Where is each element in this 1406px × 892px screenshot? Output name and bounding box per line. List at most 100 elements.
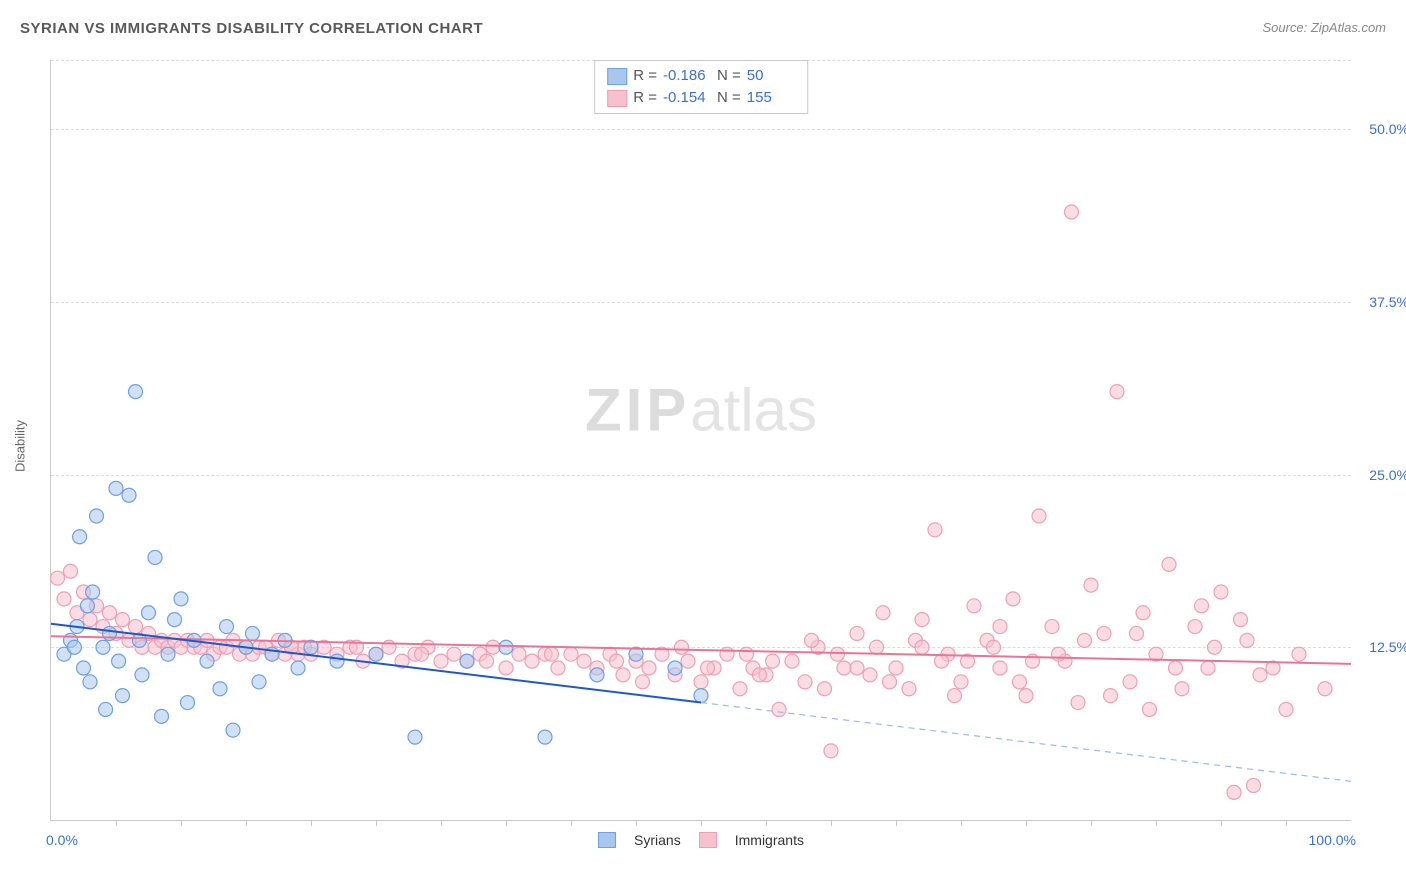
- y-axis-label: Disability: [13, 420, 28, 472]
- plot-area: ZIPatlas 12.5%25.0%37.5%50.0% 0.0% 100.0…: [50, 60, 1351, 821]
- scatter-point: [116, 613, 130, 627]
- scatter-point: [610, 654, 624, 668]
- scatter-point: [369, 647, 383, 661]
- x-tick: [766, 820, 767, 826]
- scatter-point: [109, 481, 123, 495]
- scatter-point: [447, 647, 461, 661]
- scatter-point: [486, 640, 500, 654]
- series-legend: Syrians Immigrants: [598, 832, 804, 848]
- scatter-point: [96, 640, 110, 654]
- scatter-point: [122, 488, 136, 502]
- scatter-point: [954, 675, 968, 689]
- scatter-point: [499, 661, 513, 675]
- scatter-point: [733, 682, 747, 696]
- scatter-point: [408, 730, 422, 744]
- scatter-point: [1084, 578, 1098, 592]
- x-tick: [1156, 820, 1157, 826]
- scatter-point: [252, 675, 266, 689]
- x-tick: [1286, 820, 1287, 826]
- scatter-point: [83, 613, 97, 627]
- scatter-point: [90, 509, 104, 523]
- scatter-point: [831, 647, 845, 661]
- scatter-point: [246, 626, 260, 640]
- scatter-point: [64, 564, 78, 578]
- scatter-point: [967, 599, 981, 613]
- scatter-point: [220, 620, 234, 634]
- scatter-point: [460, 654, 474, 668]
- scatter-point: [1175, 682, 1189, 696]
- r-value-immigrants: -0.154: [663, 87, 711, 109]
- source-label: Source: ZipAtlas.com: [1262, 20, 1386, 35]
- scatter-point: [1227, 785, 1241, 799]
- scatter-point: [200, 654, 214, 668]
- x-tick: [116, 820, 117, 826]
- x-tick: [181, 820, 182, 826]
- scatter-point: [1045, 620, 1059, 634]
- scatter-point: [330, 654, 344, 668]
- scatter-point: [1136, 606, 1150, 620]
- x-tick: [1026, 820, 1027, 826]
- scatter-point: [116, 689, 130, 703]
- scatter-point: [1097, 626, 1111, 640]
- scatter-point: [1279, 702, 1293, 716]
- scatter-point: [1169, 661, 1183, 675]
- x-tick: [246, 820, 247, 826]
- scatter-point: [538, 730, 552, 744]
- scatter-point: [883, 675, 897, 689]
- scatter-svg: [51, 60, 1351, 820]
- scatter-point: [863, 668, 877, 682]
- scatter-point: [99, 702, 113, 716]
- scatter-point: [551, 661, 565, 675]
- scatter-point: [915, 613, 929, 627]
- scatter-point: [148, 550, 162, 564]
- n-value-syrians: 50: [747, 65, 795, 87]
- swatch-syrians: [607, 68, 627, 85]
- scatter-point: [181, 696, 195, 710]
- scatter-point: [590, 668, 604, 682]
- scatter-point: [499, 640, 513, 654]
- legend-row-syrians: R = -0.186 N = 50: [607, 65, 795, 87]
- scatter-point: [876, 606, 890, 620]
- scatter-point: [226, 723, 240, 737]
- x-tick: [831, 820, 832, 826]
- scatter-point: [694, 675, 708, 689]
- scatter-point: [850, 626, 864, 640]
- scatter-point: [415, 647, 429, 661]
- x-tick: [701, 820, 702, 826]
- chart-container: SYRIAN VS IMMIGRANTS DISABILITY CORRELAT…: [0, 0, 1406, 892]
- scatter-point: [850, 661, 864, 675]
- scatter-point: [57, 592, 71, 606]
- scatter-point: [67, 640, 81, 654]
- trendline-syrians-solid: [51, 624, 701, 703]
- scatter-point: [616, 668, 630, 682]
- scatter-point: [525, 654, 539, 668]
- scatter-point: [1110, 385, 1124, 399]
- scatter-point: [720, 647, 734, 661]
- scatter-point: [168, 613, 182, 627]
- scatter-point: [1162, 557, 1176, 571]
- scatter-point: [291, 661, 305, 675]
- n-value-immigrants: 155: [747, 87, 795, 109]
- scatter-point: [694, 689, 708, 703]
- scatter-point: [1188, 620, 1202, 634]
- scatter-point: [766, 654, 780, 668]
- x-axis-min-label: 0.0%: [46, 832, 78, 848]
- scatter-point: [155, 709, 169, 723]
- scatter-point: [1130, 626, 1144, 640]
- scatter-point: [993, 661, 1007, 675]
- x-tick: [571, 820, 572, 826]
- scatter-point: [668, 661, 682, 675]
- legend-row-immigrants: R = -0.154 N = 155: [607, 87, 795, 109]
- scatter-point: [681, 654, 695, 668]
- scatter-point: [129, 620, 143, 634]
- scatter-point: [818, 682, 832, 696]
- scatter-point: [993, 620, 1007, 634]
- scatter-point: [86, 585, 100, 599]
- scatter-point: [51, 571, 65, 585]
- scatter-point: [636, 675, 650, 689]
- swatch-syrians: [598, 832, 616, 848]
- scatter-point: [545, 647, 559, 661]
- x-tick: [311, 820, 312, 826]
- scatter-point: [1071, 696, 1085, 710]
- r-label: R =: [633, 87, 657, 109]
